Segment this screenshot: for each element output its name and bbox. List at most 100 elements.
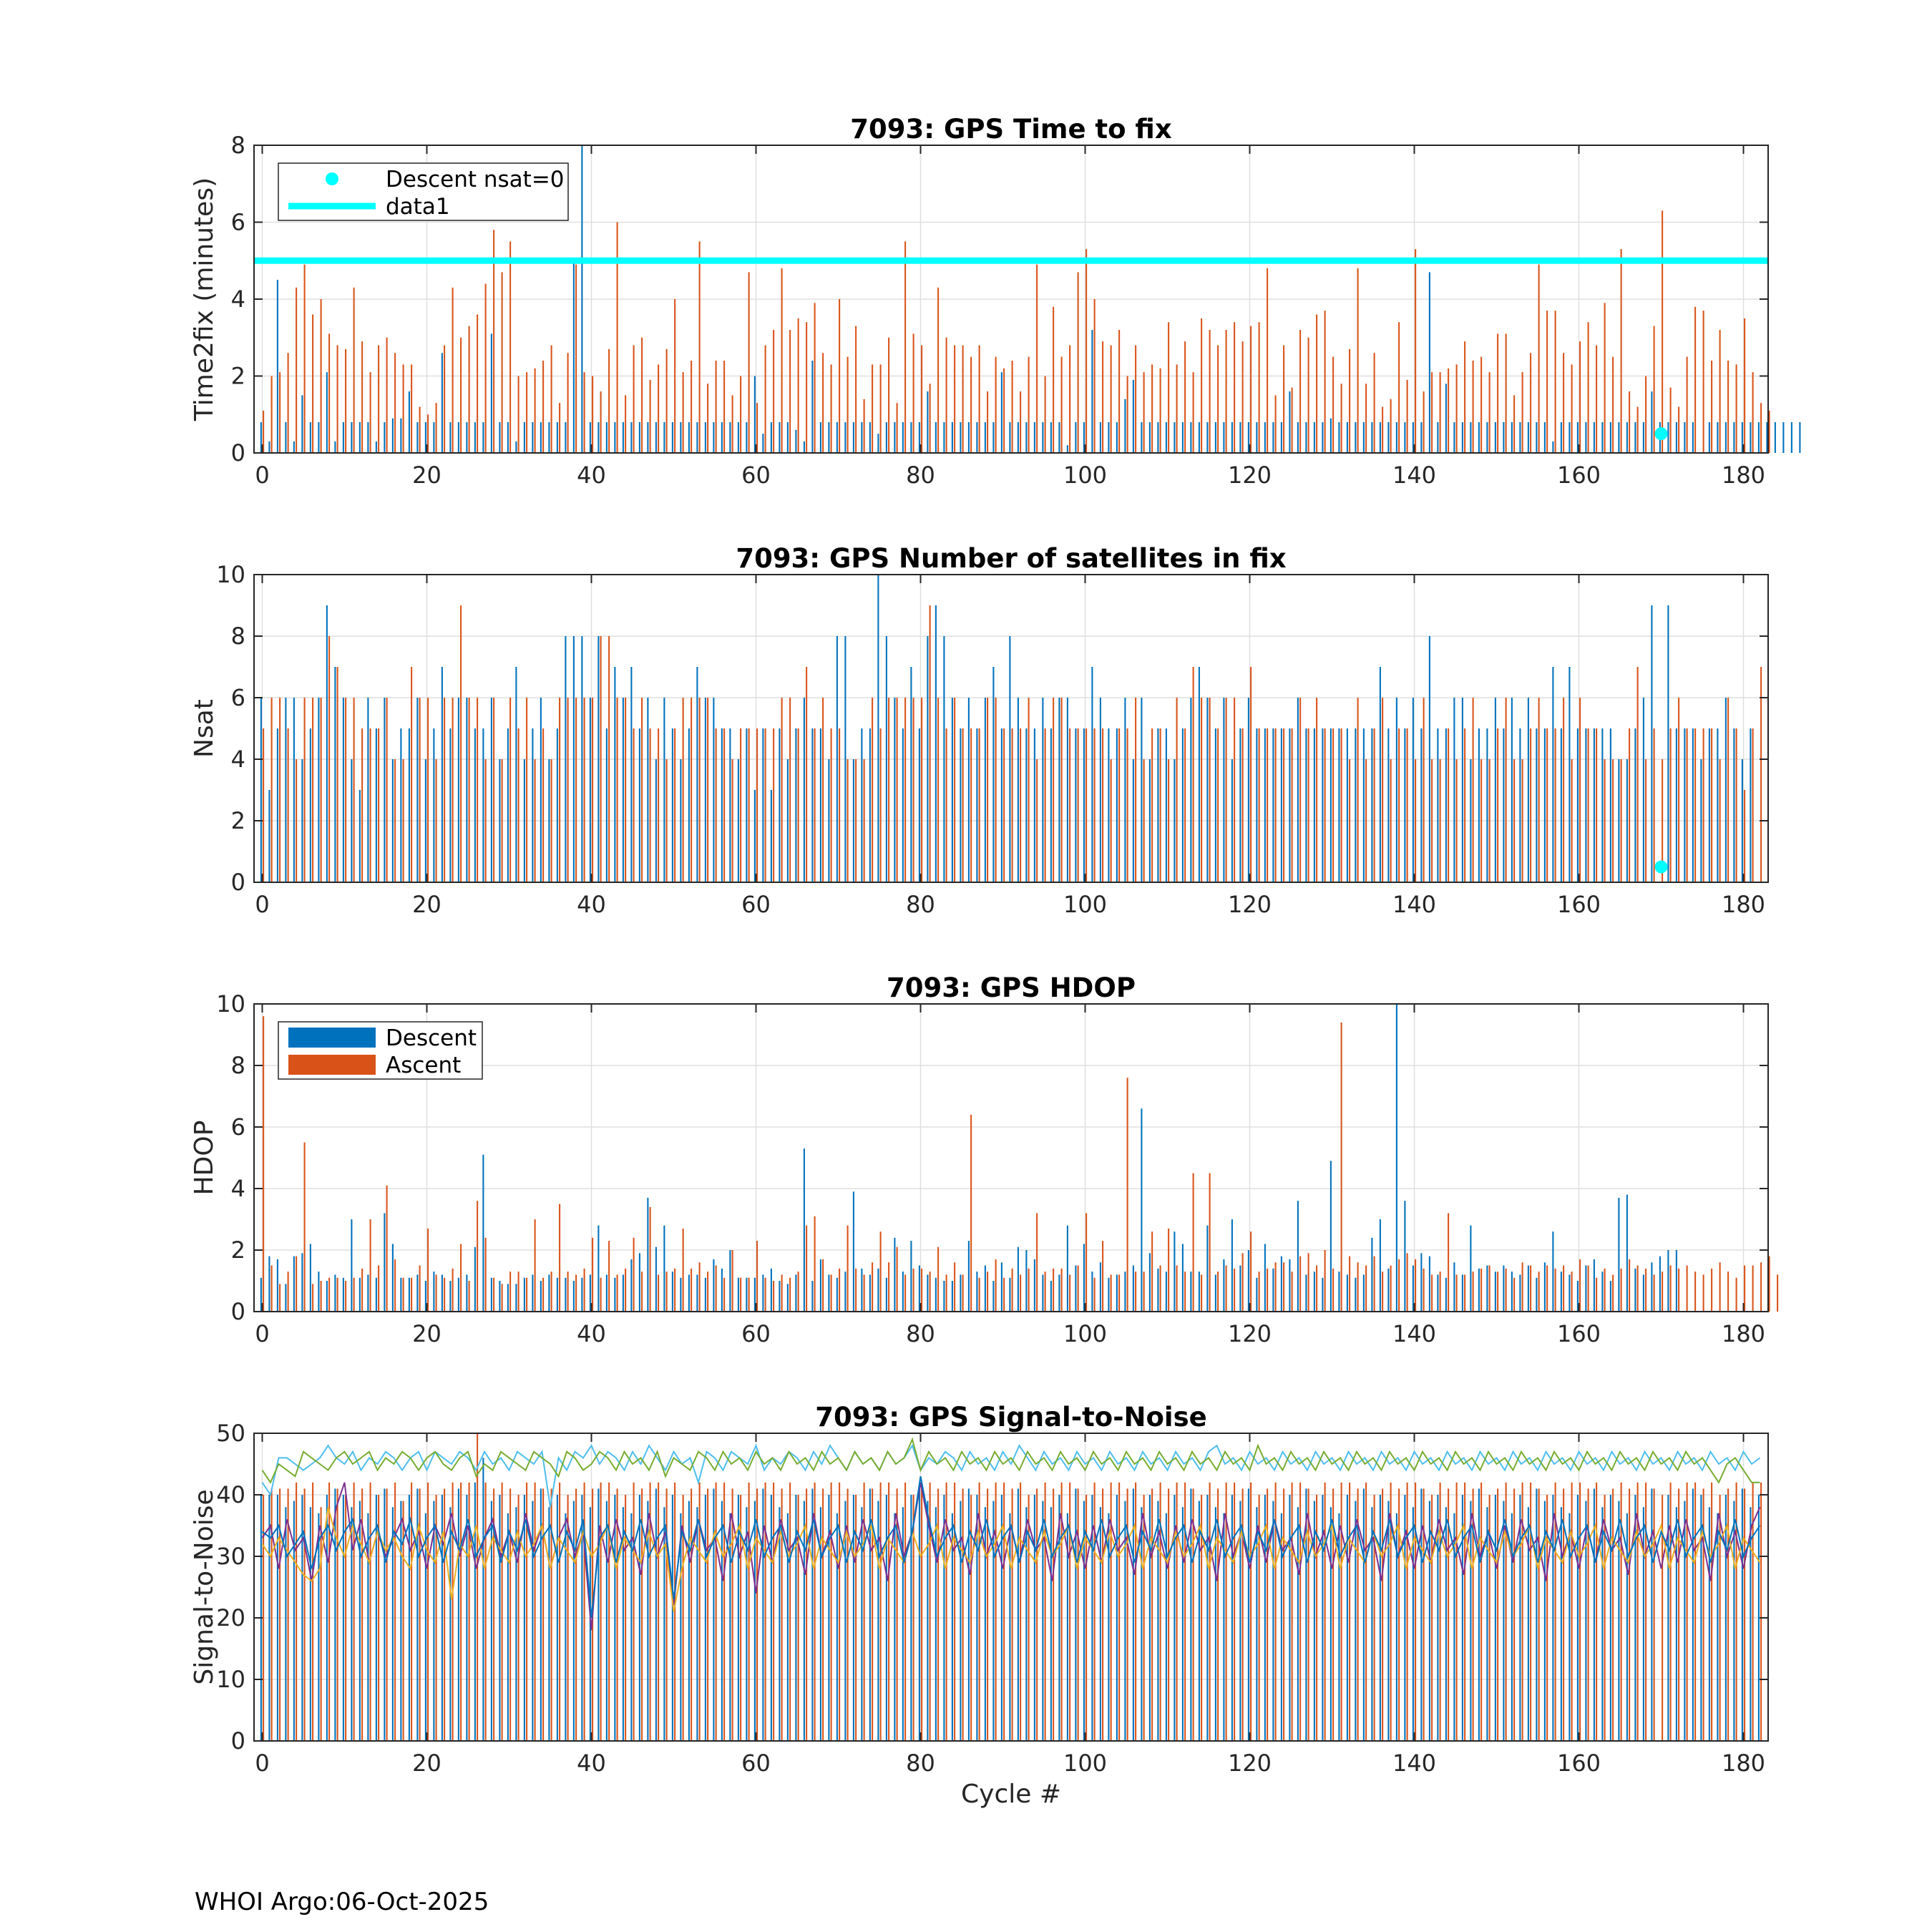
bar-ascent xyxy=(839,299,841,453)
bar-descent xyxy=(605,728,608,882)
bar-ascent xyxy=(1274,395,1277,453)
x-tick-label: 120 xyxy=(1228,1750,1272,1777)
bar-ascent xyxy=(452,287,454,453)
bar-descent xyxy=(416,698,419,882)
bar-descent xyxy=(1108,422,1110,453)
bar-ascent xyxy=(987,1272,989,1312)
bar-ascent xyxy=(691,698,693,882)
bar-ascent xyxy=(1028,1495,1030,1741)
bar-ascent xyxy=(468,698,470,882)
bar-descent xyxy=(1782,422,1785,453)
bar-descent xyxy=(424,1281,426,1312)
bar-descent xyxy=(358,1277,361,1312)
bar-descent xyxy=(581,1495,583,1741)
bar-ascent xyxy=(1283,728,1285,882)
bar-descent xyxy=(647,422,649,453)
bar-descent xyxy=(1075,422,1077,453)
bar-ascent xyxy=(583,372,585,453)
bar-descent xyxy=(803,698,805,882)
bar-ascent xyxy=(567,353,569,453)
bar-descent xyxy=(293,441,295,453)
bar-ascent xyxy=(559,698,561,882)
bar-ascent xyxy=(303,1488,306,1741)
bar-ascent xyxy=(888,337,890,453)
bar-descent xyxy=(1033,1495,1035,1741)
bar-ascent xyxy=(781,1274,783,1312)
bar-descent xyxy=(1132,759,1134,882)
bar-descent xyxy=(1684,728,1686,882)
bar-descent xyxy=(309,422,311,453)
bar-descent xyxy=(1527,698,1529,882)
bar-ascent xyxy=(1316,314,1318,453)
bar-ascent xyxy=(1069,1482,1071,1741)
bar-descent xyxy=(976,422,978,453)
bar-ascent xyxy=(1201,698,1203,882)
bar-descent xyxy=(1576,422,1579,453)
bar-descent xyxy=(1058,1495,1060,1741)
x-tick-label: 180 xyxy=(1722,1320,1765,1347)
bar-ascent xyxy=(1357,698,1359,882)
bar-ascent xyxy=(1645,1482,1647,1741)
bar-ascent xyxy=(1201,1274,1203,1312)
bar-ascent xyxy=(1488,1265,1491,1312)
bar-descent xyxy=(1264,728,1266,882)
bar-descent xyxy=(384,422,386,453)
bar-ascent xyxy=(740,1277,742,1312)
marker-descent-nsat0 xyxy=(1654,860,1668,874)
bar-descent xyxy=(408,728,410,882)
bar-descent xyxy=(1305,1488,1307,1741)
bar-descent xyxy=(877,1501,879,1741)
bar-ascent xyxy=(468,326,470,453)
bar-ascent xyxy=(1727,361,1729,453)
bar-descent xyxy=(342,698,344,882)
bar-ascent xyxy=(1307,728,1309,882)
bar-descent xyxy=(565,422,567,453)
bar-ascent xyxy=(879,1231,882,1312)
bar-ascent xyxy=(1365,1482,1367,1741)
bar-descent xyxy=(836,1277,838,1312)
bar-ascent xyxy=(279,372,281,453)
bar-descent xyxy=(885,422,887,453)
bar-ascent xyxy=(888,1482,890,1741)
bar-descent xyxy=(1609,1281,1611,1312)
bar-descent xyxy=(301,759,303,882)
bar-descent xyxy=(605,1501,608,1741)
bar-ascent xyxy=(616,698,618,882)
bar-ascent xyxy=(970,1495,972,1741)
bar-descent xyxy=(334,441,336,453)
bar-descent xyxy=(384,1488,386,1741)
bar-descent xyxy=(1601,1272,1604,1312)
bar-descent xyxy=(680,422,682,453)
bar-ascent xyxy=(1036,1488,1038,1741)
bar-ascent xyxy=(822,1488,824,1741)
bar-descent xyxy=(935,605,937,882)
bar-ascent xyxy=(1546,1495,1548,1741)
bar-ascent xyxy=(509,1272,512,1312)
snr-line-2 xyxy=(261,1437,1760,1484)
bar-descent xyxy=(852,1495,854,1741)
bar-descent xyxy=(1025,1507,1028,1741)
bar-ascent xyxy=(1563,1488,1565,1741)
bar-ascent xyxy=(1752,728,1754,882)
bar-ascent xyxy=(542,728,545,882)
bar-descent xyxy=(1708,1507,1710,1741)
bar-descent xyxy=(1313,1501,1315,1741)
bar-ascent xyxy=(1053,1268,1055,1312)
bar-ascent xyxy=(600,636,602,882)
bar-ascent xyxy=(1439,1272,1441,1312)
bar-ascent xyxy=(1521,1262,1523,1312)
plot-area xyxy=(254,1004,1768,1312)
bar-ascent xyxy=(1439,372,1441,453)
bar-ascent xyxy=(1044,1272,1046,1312)
bar-descent xyxy=(466,1274,468,1312)
bar-descent xyxy=(663,422,665,453)
bar-descent xyxy=(1174,1495,1176,1741)
bar-descent xyxy=(1206,1495,1209,1741)
bar-ascent xyxy=(1159,368,1161,453)
bar-ascent xyxy=(1662,210,1664,453)
bar-ascent xyxy=(879,728,882,882)
bar-descent xyxy=(927,1274,929,1312)
bar-descent xyxy=(416,1274,419,1312)
bar-ascent xyxy=(287,728,289,882)
bar-descent xyxy=(318,1513,320,1741)
